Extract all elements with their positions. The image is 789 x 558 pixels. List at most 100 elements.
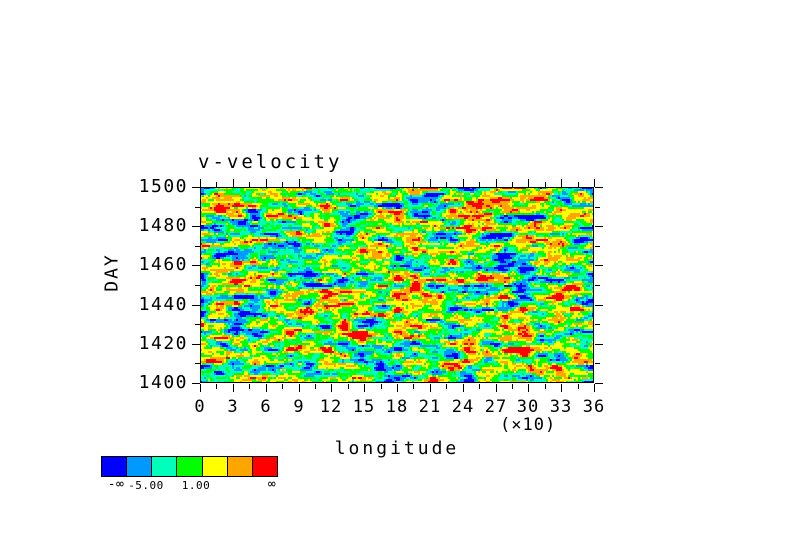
axis-tick — [561, 384, 562, 392]
axis-tick — [200, 179, 201, 187]
heatmap-plot-area — [200, 187, 594, 383]
colorbar — [101, 456, 278, 477]
colorbar-swatch-6 — [227, 457, 253, 476]
axis-tick — [595, 246, 600, 247]
axis-tick — [463, 384, 464, 392]
axis-tick — [195, 285, 200, 286]
x-tick-label: 12 — [319, 397, 343, 417]
axis-tick — [195, 246, 200, 247]
axis-tick — [545, 182, 546, 187]
x-tick-label: 15 — [352, 397, 376, 417]
chart-title: v-velocity — [198, 151, 343, 173]
axis-tick — [594, 384, 595, 392]
heatmap-field — [200, 187, 594, 383]
axis-tick — [233, 384, 234, 392]
axis-tick — [446, 384, 447, 389]
axis-tick — [195, 207, 200, 208]
axis-tick — [195, 324, 200, 325]
colorbar-tick-label: -∞ — [107, 477, 125, 492]
x-tick-label: 24 — [451, 397, 475, 417]
axis-tick — [595, 207, 600, 208]
axis-tick — [315, 182, 316, 187]
axis-tick — [595, 285, 600, 286]
axis-tick — [595, 363, 600, 364]
axis-tick — [381, 182, 382, 187]
axis-tick — [249, 384, 250, 389]
x-tick-label: 30 — [516, 397, 540, 417]
axis-tick — [315, 384, 316, 389]
axis-tick — [479, 384, 480, 389]
y-tick-label: 1500 — [138, 176, 188, 197]
axis-tick — [266, 179, 267, 187]
x-axis-multiplier-label: (×10) — [500, 415, 557, 435]
axis-tick — [216, 182, 217, 187]
axis-tick — [595, 324, 600, 325]
axis-tick — [233, 179, 234, 187]
colorbar-swatch-5 — [202, 457, 228, 476]
axis-tick — [512, 182, 513, 187]
axis-tick — [200, 384, 201, 392]
y-tick-label: 1460 — [138, 254, 188, 275]
axis-tick — [463, 179, 464, 187]
axis-tick — [578, 182, 579, 187]
axis-tick — [331, 384, 332, 392]
axis-tick — [479, 182, 480, 187]
x-tick-label: 33 — [549, 397, 573, 417]
axis-tick — [192, 344, 200, 345]
axis-tick — [594, 179, 595, 187]
axis-tick — [192, 305, 200, 306]
colorbar-tick-label: ∞ — [267, 477, 277, 492]
x-tick-label: 3 — [227, 397, 239, 417]
axis-tick — [348, 384, 349, 389]
axis-tick — [266, 384, 267, 392]
axis-tick — [299, 384, 300, 392]
axis-tick — [249, 182, 250, 187]
axis-tick — [446, 182, 447, 187]
axis-tick — [364, 384, 365, 392]
y-tick-label: 1480 — [138, 215, 188, 236]
axis-tick — [595, 305, 603, 306]
colorbar-tick-label: 1.00 — [181, 479, 211, 492]
y-tick-label: 1400 — [138, 372, 188, 393]
axis-tick — [195, 363, 200, 364]
axis-tick — [430, 384, 431, 392]
colorbar-tick-label: -5.00 — [128, 479, 164, 492]
axis-tick — [512, 384, 513, 389]
y-tick-label: 1420 — [138, 333, 188, 354]
axis-tick — [364, 179, 365, 187]
axis-tick — [397, 384, 398, 392]
axis-tick — [496, 384, 497, 392]
colorbar-swatch-1 — [102, 457, 128, 476]
axis-tick — [192, 265, 200, 266]
axis-tick — [430, 179, 431, 187]
x-axis-title: longitude — [334, 438, 460, 459]
axis-tick — [561, 179, 562, 187]
axis-tick — [282, 182, 283, 187]
axis-tick — [528, 179, 529, 187]
axis-tick — [282, 384, 283, 389]
x-tick-label: 21 — [418, 397, 442, 417]
axis-tick — [413, 182, 414, 187]
axis-tick — [528, 384, 529, 392]
axis-tick — [299, 179, 300, 187]
axis-tick — [192, 226, 200, 227]
x-tick-label: 27 — [484, 397, 508, 417]
colorbar-swatch-3 — [152, 457, 178, 476]
axis-tick — [545, 384, 546, 389]
axis-tick — [595, 187, 603, 188]
colorbar-swatch-7 — [252, 457, 277, 476]
axis-tick — [348, 182, 349, 187]
x-tick-label: 6 — [260, 397, 272, 417]
axis-tick — [381, 384, 382, 389]
x-tick-label: 36 — [582, 397, 606, 417]
y-axis-title: DAY — [101, 253, 123, 292]
axis-tick — [192, 383, 200, 384]
axis-tick — [331, 179, 332, 187]
colorbar-swatch-2 — [127, 457, 153, 476]
axis-tick — [397, 179, 398, 187]
x-tick-label: 0 — [194, 397, 206, 417]
y-tick-label: 1440 — [138, 294, 188, 315]
x-tick-label: 9 — [293, 397, 305, 417]
axis-tick — [595, 383, 603, 384]
